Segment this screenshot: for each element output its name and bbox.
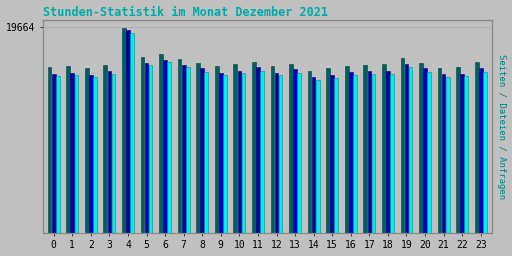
Bar	[149, 65, 153, 233]
Bar	[233, 64, 237, 233]
Bar	[274, 73, 279, 233]
Bar	[238, 70, 241, 233]
Bar	[483, 72, 487, 233]
Bar	[289, 64, 293, 233]
Bar	[85, 68, 89, 233]
Bar	[141, 57, 144, 233]
Bar	[372, 74, 375, 233]
Bar	[270, 66, 274, 233]
Bar	[56, 76, 59, 233]
Bar	[204, 72, 208, 233]
Bar	[428, 72, 431, 233]
Bar	[446, 77, 450, 233]
Bar	[460, 74, 464, 233]
Bar	[219, 73, 223, 233]
Bar	[145, 63, 148, 233]
Bar	[423, 68, 427, 233]
Bar	[386, 70, 390, 233]
Bar	[178, 59, 181, 233]
Bar	[364, 65, 367, 233]
Bar	[126, 30, 130, 233]
Bar	[442, 74, 445, 233]
Bar	[312, 77, 315, 233]
Bar	[108, 70, 111, 233]
Bar	[242, 73, 245, 233]
Bar	[75, 75, 78, 233]
Bar	[353, 75, 357, 233]
Bar	[122, 28, 126, 233]
Text: Stunden-Statistik im Monat Dezember 2021: Stunden-Statistik im Monat Dezember 2021	[42, 6, 328, 18]
Bar	[256, 67, 260, 233]
Bar	[293, 69, 297, 233]
Bar	[330, 75, 334, 233]
Bar	[186, 67, 189, 233]
Bar	[345, 66, 349, 233]
Bar	[390, 74, 394, 233]
Bar	[438, 68, 441, 233]
Bar	[334, 78, 338, 233]
Bar	[200, 68, 204, 233]
Bar	[260, 70, 264, 233]
Bar	[252, 62, 255, 233]
Bar	[103, 65, 107, 233]
Bar	[479, 68, 483, 233]
Bar	[215, 66, 219, 233]
Bar	[67, 66, 70, 233]
Bar	[404, 64, 408, 233]
Bar	[419, 63, 423, 233]
Bar	[456, 67, 460, 233]
Bar	[464, 76, 468, 233]
Bar	[89, 75, 93, 233]
Bar	[475, 62, 479, 233]
Bar	[326, 68, 330, 233]
Bar	[112, 74, 115, 233]
Bar	[409, 67, 412, 233]
Bar	[279, 75, 283, 233]
Bar	[400, 58, 404, 233]
Bar	[163, 60, 167, 233]
Bar	[308, 70, 311, 233]
Bar	[159, 54, 163, 233]
Bar	[130, 33, 134, 233]
Bar	[297, 73, 301, 233]
Bar	[382, 64, 386, 233]
Bar	[316, 80, 319, 233]
Bar	[71, 73, 74, 233]
Bar	[368, 70, 371, 233]
Bar	[93, 77, 97, 233]
Bar	[167, 62, 171, 233]
Bar	[196, 63, 200, 233]
Bar	[48, 67, 52, 233]
Bar	[223, 75, 227, 233]
Bar	[52, 74, 55, 233]
Bar	[182, 65, 185, 233]
Bar	[349, 72, 353, 233]
Y-axis label: Seiten / Dateien / Anfragen: Seiten / Dateien / Anfragen	[498, 54, 506, 199]
